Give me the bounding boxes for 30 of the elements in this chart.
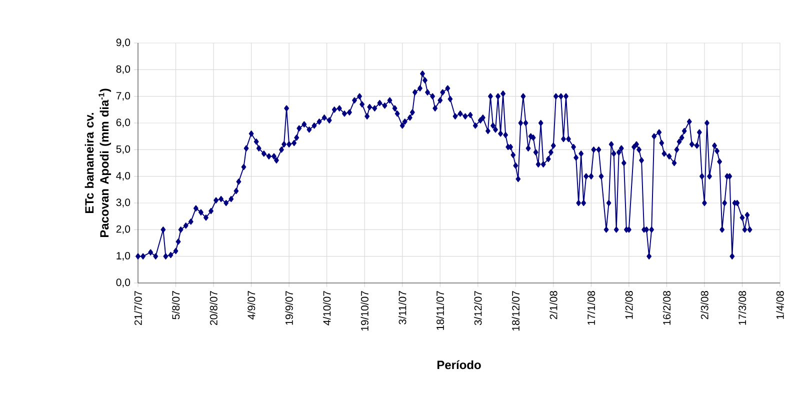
x-axis-title: Período xyxy=(437,360,481,370)
x-tick-label: 1/4/08 xyxy=(776,290,784,319)
x-tick-label: 18/12/07 xyxy=(512,291,520,331)
y-tick-label: 8,0 xyxy=(116,65,130,74)
x-tick-label: 19/9/07 xyxy=(285,291,293,325)
x-tick-label: 4/10/07 xyxy=(322,291,331,326)
y-tick-label: 0,0 xyxy=(116,278,130,288)
y-tick-label: 7,0 xyxy=(116,92,130,101)
x-tick-label: 3/11/07 xyxy=(398,291,406,324)
y-tick-label: 6,0 xyxy=(116,118,130,128)
x-tick-label: 19/10/07 xyxy=(360,291,368,331)
x-tick-label: 17/1/08 xyxy=(587,290,596,325)
x-tick-label: 1/2/08 xyxy=(625,290,633,319)
y-tick-label: 2,0 xyxy=(116,225,130,234)
x-tick-label: 5/8/07 xyxy=(172,291,180,320)
y-tick-label: 3,0 xyxy=(116,198,130,208)
x-tick-label: 2/3/08 xyxy=(700,290,708,320)
x-tick-label: 20/8/07 xyxy=(210,291,218,326)
x-tick-label: 4/9/07 xyxy=(247,291,256,320)
y-axis-title: ETc bananeira cv. Pacovan Apodi (mm dia$^{-1}$) xyxy=(84,88,112,238)
x-tick-label: 16/2/08 xyxy=(662,290,671,325)
y-tick-label: 9,0 xyxy=(116,38,130,48)
y-tick-label: 1,0 xyxy=(116,252,130,261)
y-tick-label: 4,0 xyxy=(116,172,130,181)
y-tick-label: 5,0 xyxy=(116,145,130,154)
x-tick-label: 2/1/08 xyxy=(550,290,558,320)
x-tick-label: 21/7/07 xyxy=(134,291,142,326)
x-tick-label: 18/11/07 xyxy=(436,291,444,330)
x-tick-label: 3/12/07 xyxy=(474,291,482,326)
x-tick-label: 17/3/08 xyxy=(738,290,746,325)
